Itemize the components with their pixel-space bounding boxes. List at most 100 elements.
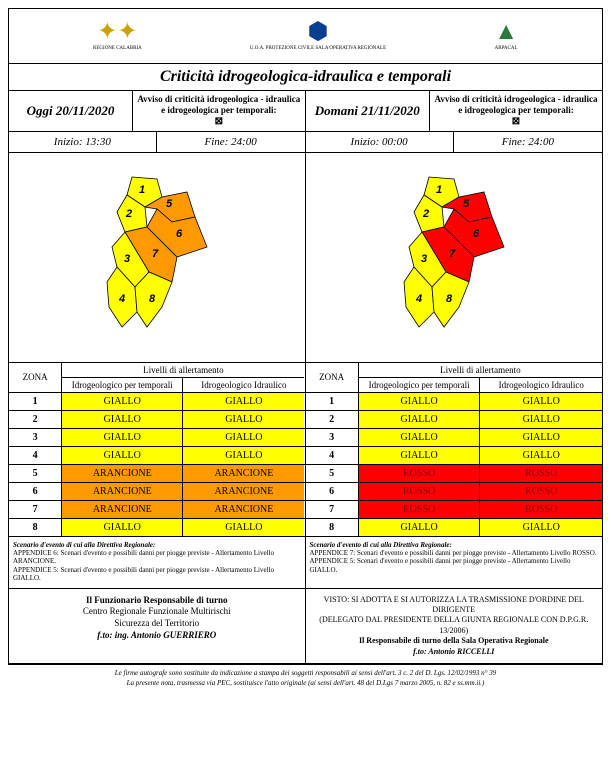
svg-text:1: 1 <box>139 184 145 196</box>
map-area: 12345678 <box>9 153 305 363</box>
svg-text:6: 6 <box>176 228 183 240</box>
level-idraulico: GIALLO <box>480 393 602 410</box>
tomorrow-column: Domani 21/11/2020 Avviso di criticità id… <box>306 91 603 589</box>
signature-left: Il Funzionario Responsabile di turnoCent… <box>9 589 306 663</box>
svg-text:2: 2 <box>125 208 132 220</box>
zone-row: 6 ROSSO ROSSO <box>306 483 603 501</box>
svg-text:7: 7 <box>152 248 159 260</box>
zone-number: 3 <box>306 429 359 446</box>
level-temporali: GIALLO <box>359 393 481 410</box>
zone-number: 7 <box>9 501 62 518</box>
level-idraulico: GIALLO <box>183 429 304 446</box>
levels-header: ZONA Livelli di allertamento Idrogeologi… <box>9 363 305 393</box>
zone-row: 7 ARANCIONE ARANCIONE <box>9 501 305 519</box>
zone-row: 3 GIALLO GIALLO <box>306 429 603 447</box>
date-label: Domani 21/11/2020 <box>306 91 431 131</box>
zone-row: 6 ARANCIONE ARANCIONE <box>9 483 305 501</box>
date-label: Oggi 20/11/2020 <box>9 91 133 131</box>
zone-number: 4 <box>9 447 62 464</box>
level-idraulico: GIALLO <box>183 393 304 410</box>
zone-number: 5 <box>9 465 62 482</box>
zone-number: 2 <box>306 411 359 428</box>
map-area: 12345678 <box>306 153 603 363</box>
zone-number: 6 <box>306 483 359 500</box>
svg-text:7: 7 <box>449 248 456 260</box>
level-idraulico: ARANCIONE <box>183 483 304 500</box>
level-temporali: GIALLO <box>62 447 183 464</box>
scenario-text: Scenario d'evento di cui alla Direttiva … <box>306 537 603 589</box>
level-temporali: ARANCIONE <box>62 465 183 482</box>
zone-number: 8 <box>306 519 359 536</box>
zone-number: 7 <box>306 501 359 518</box>
svg-text:5: 5 <box>166 198 173 210</box>
zone-row: 5 ARANCIONE ARANCIONE <box>9 465 305 483</box>
forecast-columns: Oggi 20/11/2020 Avviso di criticità idro… <box>9 91 602 589</box>
svg-text:3: 3 <box>124 253 130 265</box>
svg-text:4: 4 <box>415 293 422 305</box>
svg-text:8: 8 <box>446 293 453 305</box>
level-idraulico: ROSSO <box>480 465 602 482</box>
level-temporali: ROSSO <box>359 483 481 500</box>
svg-text:8: 8 <box>149 293 156 305</box>
zone-number: 3 <box>9 429 62 446</box>
zone-number: 4 <box>306 447 359 464</box>
col-idraulico-header: Idrogeologico Idraulico <box>480 378 602 392</box>
today-column: Oggi 20/11/2020 Avviso di criticità idro… <box>9 91 306 589</box>
zone-row: 1 GIALLO GIALLO <box>306 393 603 411</box>
bulletin-page: ✦✦ REGIONE CALABRIA ⬢ U.O.A. PROTEZIONE … <box>8 8 603 665</box>
level-temporali: ROSSO <box>359 465 481 482</box>
level-idraulico: ARANCIONE <box>183 465 304 482</box>
level-temporali: GIALLO <box>359 411 481 428</box>
signature-right: VISTO: SI ADOTTA E SI AUTORIZZA LA TRASM… <box>306 589 603 663</box>
notice-cell: Avviso di criticità idrogeologica - idra… <box>430 91 602 131</box>
level-temporali: GIALLO <box>359 429 481 446</box>
logo-regione: ✦✦ REGIONE CALABRIA <box>93 20 142 52</box>
level-idraulico: ROSSO <box>480 483 602 500</box>
level-idraulico: ROSSO <box>480 501 602 518</box>
zone-row: 5 ROSSO ROSSO <box>306 465 603 483</box>
level-idraulico: GIALLO <box>183 447 304 464</box>
levels-title: Livelli di allertamento <box>359 363 602 378</box>
logo-protezione-civile: ⬢ U.O.A. PROTEZIONE CIVILE SALA OPERATIV… <box>250 20 386 52</box>
zone-number: 2 <box>9 411 62 428</box>
level-temporali: ARANCIONE <box>62 501 183 518</box>
levels-header: ZONA Livelli di allertamento Idrogeologi… <box>306 363 603 393</box>
end-time: Fine: 24:00 <box>157 132 305 152</box>
svg-text:1: 1 <box>436 184 442 196</box>
start-time: Inizio: 00:00 <box>306 132 454 152</box>
notice-cell: Avviso di criticità idrogeologica - idra… <box>133 91 304 131</box>
zone-row: 4 GIALLO GIALLO <box>9 447 305 465</box>
level-temporali: GIALLO <box>62 393 183 410</box>
level-idraulico: GIALLO <box>480 519 602 536</box>
level-temporali: ARANCIONE <box>62 483 183 500</box>
level-temporali: ROSSO <box>359 501 481 518</box>
level-temporali: GIALLO <box>359 519 481 536</box>
zone-number: 8 <box>9 519 62 536</box>
col-temporali-header: Idrogeologico per temporali <box>359 378 481 392</box>
logo-arpacal: ▲ ARPACAL <box>494 20 518 52</box>
level-idraulico: GIALLO <box>183 411 304 428</box>
level-idraulico: GIALLO <box>480 447 602 464</box>
level-idraulico: GIALLO <box>480 429 602 446</box>
level-idraulico: GIALLO <box>183 519 304 536</box>
zone-row: 3 GIALLO GIALLO <box>9 429 305 447</box>
zone-row: 7 ROSSO ROSSO <box>306 501 603 519</box>
svg-text:5: 5 <box>463 198 470 210</box>
col-idraulico-header: Idrogeologico Idraulico <box>183 378 304 392</box>
footnote-2: La presente nota, trasmessa via PEC, sos… <box>18 679 593 689</box>
zone-row: 8 GIALLO GIALLO <box>9 519 305 537</box>
svg-text:2: 2 <box>422 208 429 220</box>
level-idraulico: GIALLO <box>480 411 602 428</box>
zone-row: 4 GIALLO GIALLO <box>306 447 603 465</box>
zone-number: 5 <box>306 465 359 482</box>
zone-number: 1 <box>9 393 62 410</box>
start-time: Inizio: 13:30 <box>9 132 157 152</box>
zone-row: 2 GIALLO GIALLO <box>9 411 305 429</box>
main-title: Criticità idrogeologica-idraulica e temp… <box>9 63 602 91</box>
signature-row: Il Funzionario Responsabile di turnoCent… <box>9 589 602 664</box>
level-temporali: GIALLO <box>359 447 481 464</box>
zone-number: 6 <box>9 483 62 500</box>
col-temporali-header: Idrogeologico per temporali <box>62 378 183 392</box>
level-temporali: GIALLO <box>62 411 183 428</box>
end-time: Fine: 24:00 <box>454 132 602 152</box>
